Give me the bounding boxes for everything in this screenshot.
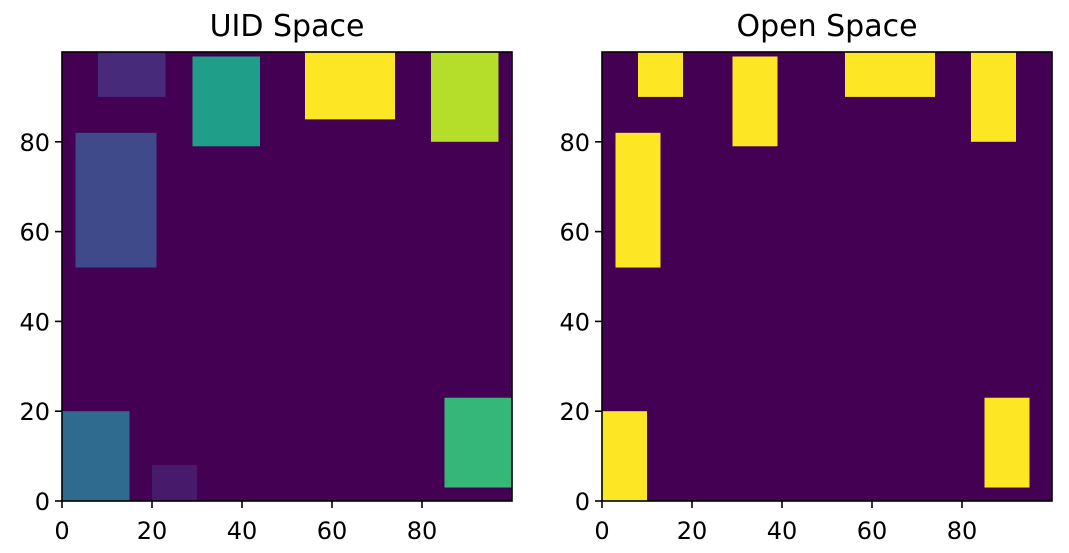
x-tick-label: 80 [947, 517, 978, 545]
y-tick-label: 80 [559, 129, 590, 157]
heatmap-region [732, 56, 778, 147]
x-tick-label: 40 [227, 517, 258, 545]
y-tick-label: 40 [19, 308, 50, 336]
x-tick-label: 20 [677, 517, 708, 545]
x-tick-label: 80 [407, 517, 438, 545]
heatmap-region [192, 56, 260, 147]
axes-frame [61, 51, 513, 502]
y-tick-label: 60 [19, 219, 50, 247]
panel-title: UID Space [210, 9, 365, 44]
y-tick-label: 60 [559, 219, 590, 247]
y-tick-label: 80 [19, 129, 50, 157]
x-tick-label: 60 [317, 517, 348, 545]
heatmap-region [615, 132, 661, 268]
y-tick-label: 20 [559, 398, 590, 426]
x-tick-label: 0 [54, 517, 69, 545]
heatmap-region [62, 411, 130, 501]
axes-frame [601, 51, 1053, 502]
y-tick-label: 20 [19, 398, 50, 426]
heatmap-region [845, 52, 935, 97]
heatmap-region [75, 132, 157, 268]
heatmap-region [602, 411, 647, 501]
y-tick-label: 40 [559, 308, 590, 336]
x-tick-label: 60 [857, 517, 888, 545]
panel-uid-space: UID Space 0 20 40 60 80 0 20 40 60 80 [19, 9, 513, 545]
x-tick-label: 0 [594, 517, 609, 545]
panel-title: Open Space [736, 9, 917, 44]
heatmap-region [638, 52, 683, 97]
x-tick-label: 20 [137, 517, 168, 545]
heatmap-region [305, 52, 395, 120]
heatmap-region [444, 397, 512, 488]
x-tick-label: 40 [767, 517, 798, 545]
heatmap-region [431, 52, 499, 142]
y-tick-label: 0 [575, 488, 590, 516]
heatmap-region [98, 52, 166, 97]
heatmap-region [971, 52, 1016, 142]
y-tick-label: 0 [35, 488, 50, 516]
panel-open-space: Open Space 0 20 40 60 80 0 20 40 60 80 [559, 9, 1053, 545]
heatmap-region [152, 465, 197, 501]
heatmap-region [984, 397, 1030, 488]
